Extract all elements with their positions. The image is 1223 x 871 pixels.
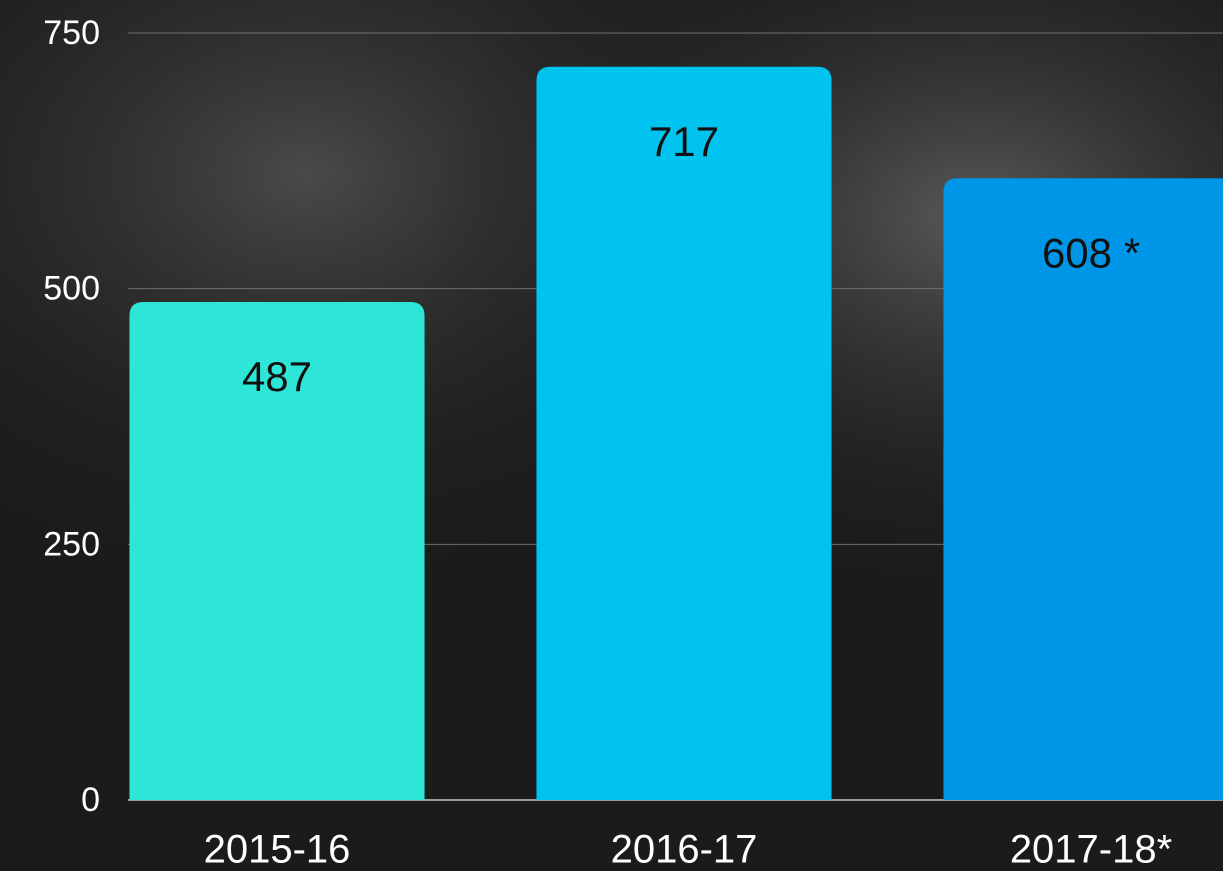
bar xyxy=(129,301,425,800)
value-label: 717 xyxy=(649,118,719,165)
bar xyxy=(943,178,1223,800)
x-tick-label: 2017-18* xyxy=(1010,828,1172,871)
y-tick-label: 750 xyxy=(43,14,100,52)
value-label: 608 * xyxy=(1042,229,1140,276)
x-tick-label: 2016-17 xyxy=(611,828,758,871)
x-tick-label: 2015-16 xyxy=(204,828,351,871)
y-tick-label: 250 xyxy=(43,525,100,563)
y-tick-label: 0 xyxy=(81,781,100,819)
value-label: 487 xyxy=(242,353,312,400)
y-tick-label: 500 xyxy=(43,270,100,308)
plot-area: 0 250 500 750 487 2015-16 717 2016-17 608 * 2017-… xyxy=(43,14,1223,871)
bar xyxy=(536,66,832,801)
